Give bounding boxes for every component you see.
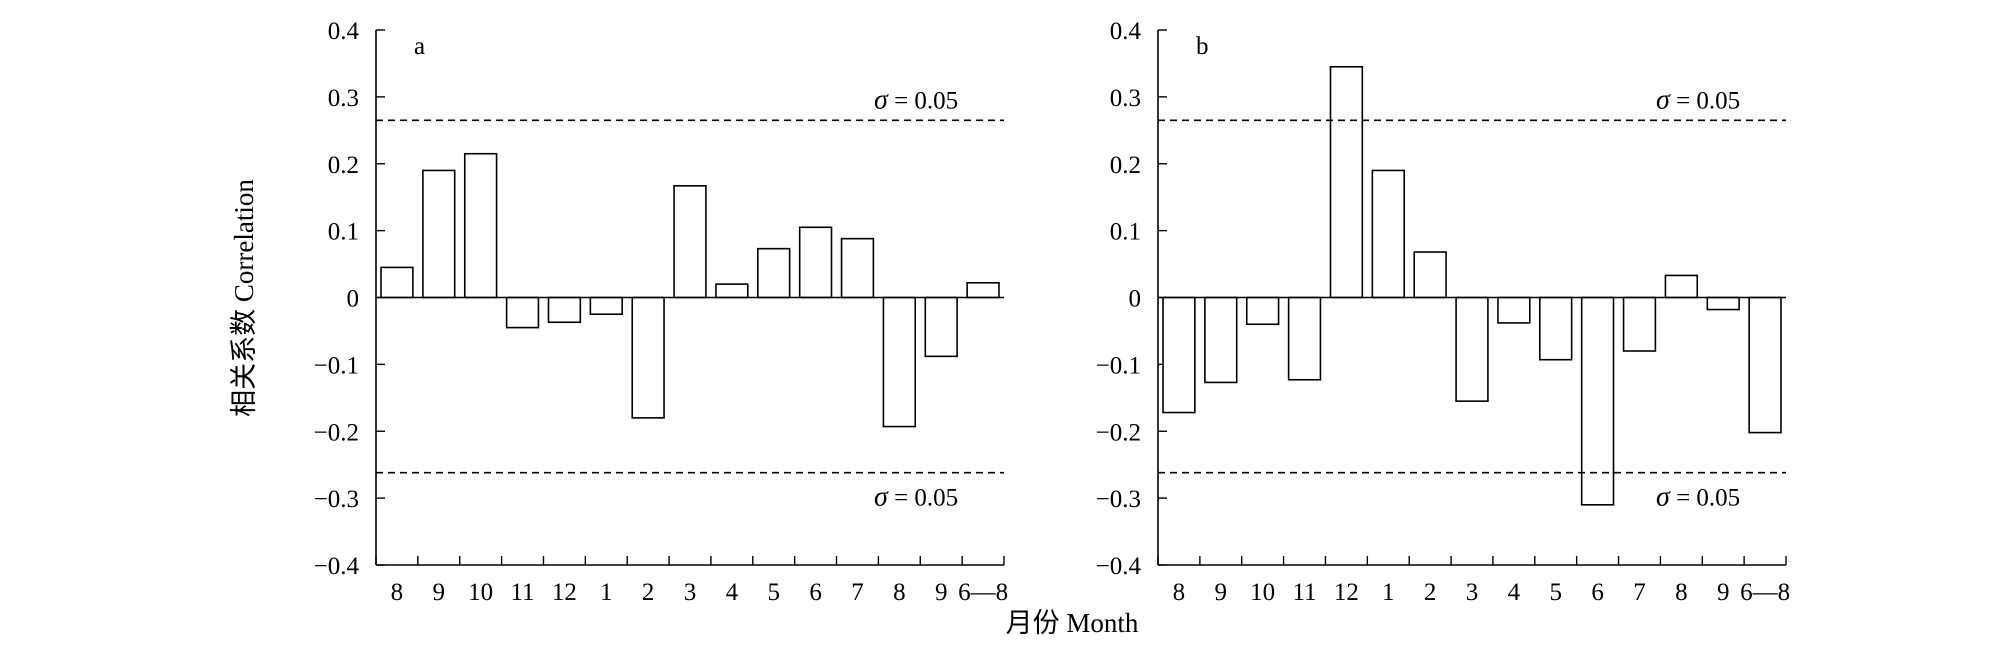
- x-tick-label: 12: [1334, 579, 1359, 606]
- y-tick-label: 0.1: [328, 219, 359, 246]
- sigma-symbol: σ: [874, 482, 889, 513]
- bar: [631, 296, 665, 419]
- significance-label-upper: σ = 0.05: [1656, 84, 1740, 115]
- y-tick-label: 0: [1129, 286, 1142, 313]
- x-tick-label: 12: [552, 579, 577, 606]
- panel-a: 0.40.30.20.10−0.1−0.2−0.3−0.48 9 10 11 12 1 2 3…: [314, 18, 1008, 606]
- y-tick-label: −0.2: [314, 419, 359, 446]
- bar: [505, 296, 540, 329]
- x-tick-label: 6—8: [1740, 579, 1790, 606]
- bar: [1162, 296, 1196, 414]
- y-tick-label: 0.2: [328, 152, 359, 179]
- bar: [798, 226, 833, 299]
- bar: [1580, 296, 1615, 506]
- x-tick-label: 11: [1292, 579, 1316, 606]
- bar: [1245, 296, 1280, 326]
- y-tick-label: −0.2: [1096, 419, 1141, 446]
- bar: [924, 296, 958, 358]
- bar: [1371, 169, 1405, 299]
- y-axis-title: 相关系数 Correlation: [229, 179, 259, 417]
- bar: [1497, 296, 1531, 324]
- bar: [966, 281, 1000, 299]
- x-tick-label: 7: [851, 579, 864, 606]
- y-tick-label: 0.3: [328, 85, 359, 112]
- y-tick-label: 0.4: [1110, 18, 1142, 45]
- x-tick-label: 9: [1717, 579, 1730, 606]
- significance-label-lower: σ = 0.05: [1656, 482, 1740, 513]
- bar: [380, 266, 414, 299]
- sigma-symbol: σ: [874, 84, 889, 115]
- x-tick-label: 10: [1250, 579, 1275, 606]
- bar: [757, 247, 791, 299]
- x-tick-label: 1: [600, 579, 613, 606]
- significance-label-upper: σ = 0.05: [874, 84, 958, 115]
- x-tick-label: 6: [1591, 579, 1604, 606]
- x-tick-label: 6: [809, 579, 822, 606]
- bar: [882, 296, 917, 428]
- x-tick-label: 3: [1466, 579, 1479, 606]
- bar: [1706, 296, 1740, 311]
- y-tick-label: 0.4: [328, 18, 360, 45]
- bar: [1539, 296, 1573, 361]
- significance-value: = 0.05: [1670, 485, 1740, 512]
- bar: [547, 296, 582, 324]
- significance-label-lower: σ = 0.05: [874, 482, 958, 513]
- y-tick-label: −0.4: [1096, 553, 1142, 580]
- y-tick-label: 0.3: [1110, 85, 1141, 112]
- y-tick-label: −0.4: [314, 553, 360, 580]
- bar: [673, 185, 707, 299]
- panel-b: 0.40.30.20.10−0.1−0.2−0.3−0.48 9 10 11 12 1 2 3…: [1096, 18, 1790, 606]
- y-tick-label: −0.1: [1096, 352, 1141, 379]
- bar: [1664, 274, 1699, 299]
- bar: [1204, 296, 1238, 384]
- x-tick-label: 3: [684, 579, 697, 606]
- x-tick-label: 5: [1549, 579, 1562, 606]
- x-tick-label: 9: [433, 579, 446, 606]
- x-tick-label: 2: [642, 579, 655, 606]
- sigma-symbol: σ: [1656, 84, 1671, 115]
- x-tick-label: 11: [510, 579, 534, 606]
- x-tick-label: 2: [1424, 579, 1437, 606]
- x-tick-label: 7: [1633, 579, 1646, 606]
- x-tick-label: 4: [726, 579, 739, 606]
- y-tick-label: 0: [347, 286, 360, 313]
- y-tick-label: −0.3: [1096, 486, 1141, 513]
- significance-value: = 0.05: [888, 485, 958, 512]
- bar: [589, 296, 623, 316]
- bar: [715, 283, 749, 299]
- x-tick-label: 9: [935, 579, 948, 606]
- y-tick-label: 0.2: [1110, 152, 1141, 179]
- bar: [1455, 296, 1489, 402]
- y-tick-label: 0.1: [1110, 219, 1141, 246]
- x-tick-label: 10: [468, 579, 493, 606]
- x-tick-label: 5: [767, 579, 780, 606]
- bar: [422, 169, 456, 299]
- y-tick-label: −0.1: [314, 352, 359, 379]
- significance-value: = 0.05: [888, 87, 958, 114]
- x-tick-label: 8: [893, 579, 906, 606]
- bar: [840, 237, 875, 299]
- bar: [1413, 251, 1447, 299]
- y-tick-label: −0.3: [314, 486, 359, 513]
- bar: [463, 152, 498, 299]
- x-tick-label: 8: [391, 579, 404, 606]
- significance-value: = 0.05: [1670, 87, 1740, 114]
- x-tick-label: 9: [1215, 579, 1228, 606]
- bar: [1622, 296, 1657, 352]
- x-tick-label: 8: [1675, 579, 1688, 606]
- x-tick-label: 6—8: [958, 579, 1008, 606]
- bar: [1287, 296, 1322, 381]
- x-tick-label: 4: [1508, 579, 1521, 606]
- sigma-symbol: σ: [1656, 482, 1671, 513]
- bar: [1748, 296, 1782, 434]
- x-tick-label: 1: [1382, 579, 1395, 606]
- panel-label: a: [414, 33, 425, 60]
- panel-label: b: [1196, 33, 1209, 60]
- x-axis-title: 月份 Month: [1006, 608, 1139, 638]
- x-tick-label: 8: [1173, 579, 1186, 606]
- bar: [1329, 65, 1364, 299]
